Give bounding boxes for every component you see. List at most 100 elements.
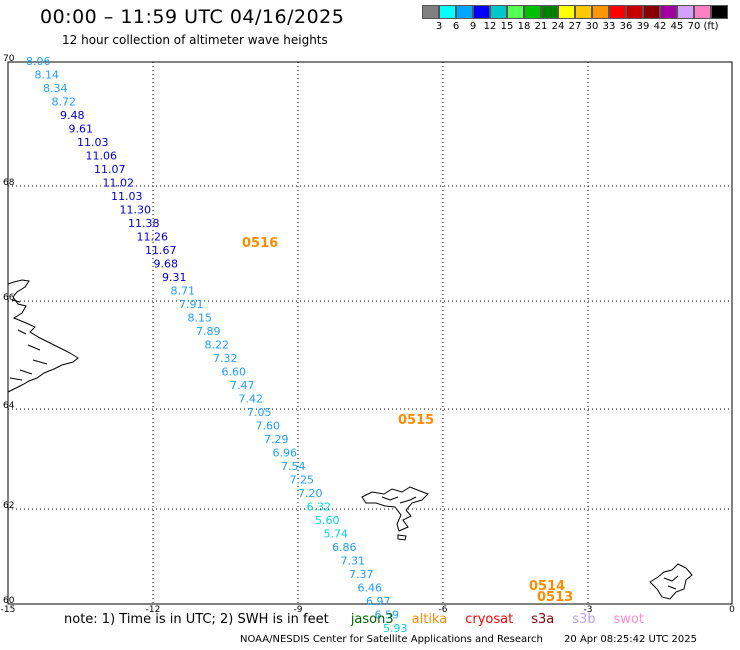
- wave-height-label: 6.97: [366, 595, 391, 608]
- satellite-name-swot: swot: [613, 612, 644, 627]
- map-title: 00:00 – 11:59 UTC 04/16/2025: [40, 6, 345, 28]
- satellite-name-s3a: s3a: [531, 612, 555, 627]
- wave-height-label: 11.38: [128, 217, 160, 230]
- legend-label: 15: [500, 21, 514, 32]
- wave-height-label: 8.71: [171, 285, 196, 298]
- wave-height-label: 6.46: [358, 582, 383, 595]
- legend-swatch-16: [694, 5, 711, 19]
- satellite-name-s3b: s3b: [572, 612, 596, 627]
- wave-height-label: 7.05: [247, 406, 272, 419]
- color-legend: 3 6 9 12 15 18 21 24 27 30 33 36 39 42 45 70 (ft): [422, 5, 728, 33]
- satellite-name-altika: altika: [411, 612, 448, 627]
- note-line: note: 1) Time is in UTC; 2) SWH is in fe…: [64, 612, 680, 627]
- wave-height-label: 7.91: [179, 298, 204, 311]
- wave-height-label: 6.86: [332, 541, 357, 554]
- wave-height-label: 6.59: [375, 609, 400, 622]
- legend-swatch-13: [643, 5, 660, 19]
- wave-height-label: 7.54: [281, 460, 306, 473]
- wave-height-label: 5.60: [315, 514, 340, 527]
- legend-swatch-15: [677, 5, 694, 19]
- faroe-islands-outline: [361, 486, 429, 532]
- iceland-coast-detail: [9, 299, 48, 381]
- footer-timestamp: 20 Apr 08:25:42 UTC 2025: [564, 634, 697, 645]
- satellite-name-cryosat: cryosat: [465, 612, 514, 627]
- wave-height-label: 6.96: [273, 447, 298, 460]
- legend-swatch-10: [592, 5, 609, 19]
- wave-height-label: 6.32: [307, 501, 332, 514]
- wave-height-label: 7.89: [196, 325, 221, 338]
- note-text: note: 1) Time is in UTC; 2) SWH is in fe…: [64, 612, 329, 627]
- legend-swatch-12: [626, 5, 643, 19]
- wave-height-labels: 8.068.148.348.729.489.6111.0311.0611.071…: [26, 55, 408, 635]
- y-tick-label: 60: [3, 596, 15, 606]
- wave-height-label: 11.30: [120, 204, 152, 217]
- y-tick-label: 64: [3, 401, 15, 411]
- legend-swatch-17: [711, 5, 728, 19]
- x-tick-label: -12: [146, 605, 161, 615]
- axis-ticks: -15 -12 -9 -6 -3 0 70 68 66 64 62 60: [1, 54, 735, 615]
- y-tick-label: 68: [3, 178, 15, 188]
- wave-height-label: 11.06: [86, 150, 118, 163]
- wave-height-label: 11.07: [94, 163, 126, 176]
- legend-label: 45: [670, 21, 684, 32]
- legend-label: 12: [483, 21, 497, 32]
- legend-label: 70: [687, 21, 701, 32]
- wave-height-label: 9.61: [69, 123, 94, 136]
- legend-label: 21: [534, 21, 548, 32]
- shetland-islands-detail: [663, 575, 679, 590]
- wave-height-label: 9.48: [60, 109, 85, 122]
- wave-height-label: 8.22: [205, 339, 230, 352]
- legend-label: 42: [653, 21, 667, 32]
- legend-swatch-7: [541, 5, 558, 19]
- legend-swatch-11: [609, 5, 626, 19]
- pass-time-label: 0514: [529, 579, 565, 594]
- wave-height-label: 5.93: [383, 622, 408, 635]
- legend-swatch-1: [439, 5, 456, 19]
- legend-label: 33: [602, 21, 616, 32]
- pass-time-label: 0513: [537, 590, 573, 605]
- legend-color-boxes: [422, 5, 728, 19]
- wave-height-label: 7.42: [239, 393, 264, 406]
- legend-label: 30: [585, 21, 599, 32]
- wave-height-label: 11.03: [111, 190, 143, 203]
- legend-label: (ft): [703, 21, 719, 32]
- wave-height-label: 11.02: [103, 177, 135, 190]
- map-frame: [7, 61, 733, 605]
- map-subtitle: 12 hour collection of altimeter wave hei…: [62, 33, 328, 47]
- legend-label: 6: [452, 21, 460, 32]
- y-tick-label: 62: [3, 501, 14, 511]
- legend-swatch-6: [524, 5, 541, 19]
- legend-labels: 3 6 9 12 15 18 21 24 27 30 33 36 39 42 45 70 (ft): [422, 19, 728, 33]
- wave-height-label: 9.31: [162, 271, 187, 284]
- wave-height-label: 8.15: [188, 312, 213, 325]
- wave-height-label: 5.74: [324, 528, 349, 541]
- wave-height-label: 11.26: [137, 231, 169, 244]
- legend-label: 18: [517, 21, 531, 32]
- x-tick-label: -3: [584, 605, 593, 615]
- legend-label: 3: [435, 21, 443, 32]
- wave-height-label: 8.06: [26, 55, 51, 68]
- x-tick-label: -15: [1, 605, 16, 615]
- legend-swatch-8: [558, 5, 575, 19]
- wave-height-label: 8.72: [52, 96, 77, 109]
- wave-height-label: 7.29: [264, 433, 289, 446]
- legend-label: 9: [469, 21, 477, 32]
- wave-height-label: 7.31: [341, 555, 366, 568]
- wave-height-label: 7.32: [213, 352, 238, 365]
- pass-time-label: 0516: [242, 236, 278, 251]
- legend-swatch-5: [507, 5, 524, 19]
- iceland-coast-outline: [7, 279, 79, 393]
- wave-height-label: 7.25: [290, 474, 315, 487]
- y-tick-label: 70: [3, 54, 15, 64]
- y-tick-label: 66: [3, 293, 15, 303]
- x-tick-label: -9: [294, 605, 303, 615]
- legend-label: 24: [551, 21, 565, 32]
- wave-height-label: 9.68: [154, 258, 179, 271]
- satellite-legend: jason3 altika cryosat s3a s3b swot: [351, 612, 662, 627]
- shetland-islands-outline: [649, 563, 693, 600]
- wave-height-label: 7.60: [256, 420, 281, 433]
- wave-height-label: 7.47: [230, 379, 255, 392]
- wave-height-label: 7.20: [298, 487, 323, 500]
- legend-label: 36: [619, 21, 633, 32]
